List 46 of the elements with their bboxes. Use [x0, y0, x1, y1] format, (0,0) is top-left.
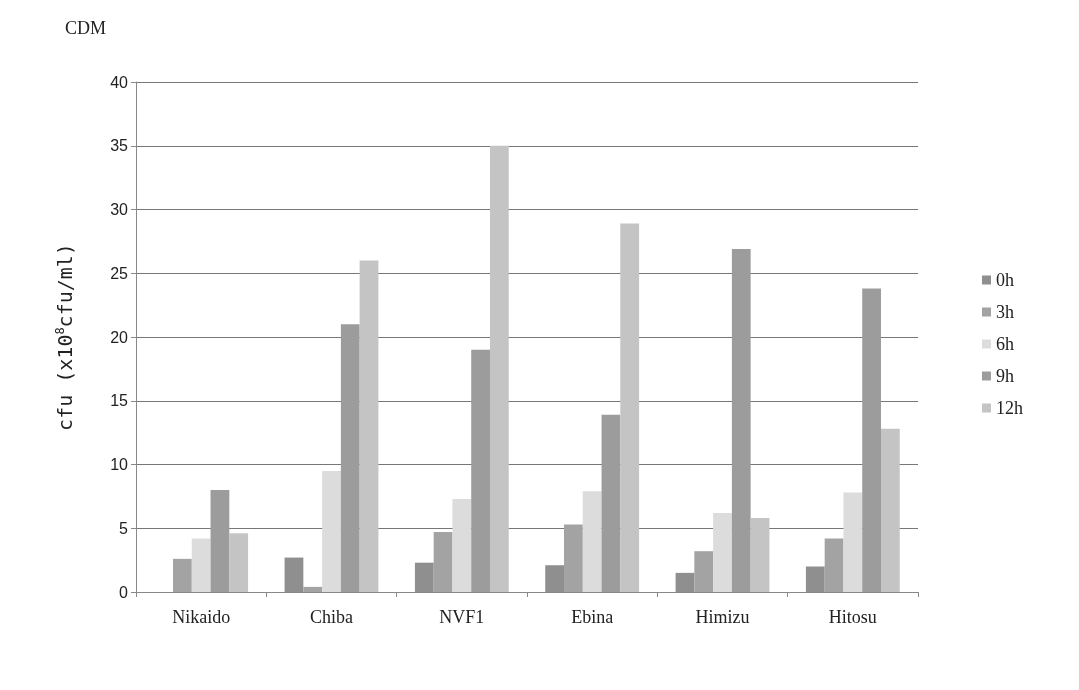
x-tick-label: Chiba	[310, 607, 354, 627]
bar	[620, 223, 640, 592]
y-tick-label: 15	[110, 392, 129, 410]
bar	[564, 524, 583, 592]
bar	[731, 249, 751, 592]
y-tick-label: 10	[110, 456, 129, 473]
x-tick-label: NVF1	[439, 607, 485, 627]
bar	[843, 492, 863, 592]
bar	[191, 538, 211, 592]
bar	[359, 260, 379, 592]
bar	[713, 512, 732, 592]
x-tick-label: Nikaido	[172, 607, 231, 627]
legend-label: 3h	[996, 302, 1014, 322]
bar	[303, 586, 323, 592]
bar	[210, 490, 230, 592]
bar	[229, 533, 249, 592]
bar	[582, 491, 602, 592]
bar	[880, 428, 900, 592]
bar	[862, 288, 881, 592]
bar	[340, 324, 360, 592]
legend-label: 6h	[996, 334, 1014, 354]
bar	[489, 145, 509, 592]
y-tick-label: 25	[110, 264, 129, 282]
bar	[433, 532, 453, 592]
legend-label: 0h	[996, 270, 1014, 290]
bar	[824, 538, 844, 592]
bar	[601, 414, 621, 592]
y-axis-title: cfu (x108cfu/ml)	[53, 243, 77, 431]
bar	[173, 558, 192, 592]
bar	[452, 498, 472, 592]
bar	[322, 470, 341, 592]
x-tick-label: Himizu	[695, 607, 750, 627]
x-tick-label: Ebina	[571, 607, 614, 627]
bar	[471, 349, 490, 592]
legend-label: 9h	[996, 366, 1014, 386]
bar	[694, 551, 714, 592]
x-tick-label: Hitosu	[828, 607, 877, 627]
y-tick-label: 20	[110, 328, 129, 346]
legend-label: 12h	[996, 398, 1023, 418]
y-tick-label: 40	[110, 73, 129, 91]
y-tick-label: 30	[110, 201, 129, 218]
y-tick-label: 35	[110, 137, 129, 155]
bar	[750, 518, 770, 592]
chart-title: CDM	[65, 18, 107, 38]
y-tick-label: 5	[119, 519, 129, 537]
y-tick-label: 0	[119, 583, 129, 601]
